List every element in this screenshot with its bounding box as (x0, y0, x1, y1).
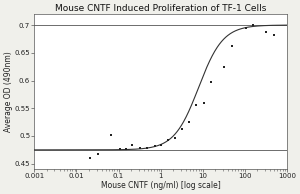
Point (166, 139, 170, 142)
Point (158, 144, 163, 147)
Point (201, 102, 206, 105)
Point (179, 127, 184, 130)
Point (152, 144, 157, 147)
Point (172, 136, 177, 139)
Point (251, 23, 256, 27)
Point (272, 34, 277, 37)
Point (243, 26, 248, 29)
Point (130, 143, 134, 146)
Point (221, 66, 226, 69)
Point (230, 44, 235, 47)
Point (95, 153, 100, 156)
Point (108, 134, 113, 137)
Point (137, 147, 142, 150)
Point (145, 146, 150, 149)
Title: Mouse CNTF Induced Proliferation of TF-1 Cells: Mouse CNTF Induced Proliferation of TF-1… (55, 4, 266, 13)
Point (88, 156, 92, 159)
Point (194, 103, 199, 107)
Point (209, 80, 214, 83)
X-axis label: Mouse CNTF (ng/ml) [log scale]: Mouse CNTF (ng/ml) [log scale] (101, 181, 220, 190)
Point (264, 30, 268, 33)
Y-axis label: Average OD (490nm): Average OD (490nm) (4, 51, 13, 132)
Point (124, 148, 128, 151)
Point (187, 121, 192, 124)
Point (118, 148, 123, 151)
